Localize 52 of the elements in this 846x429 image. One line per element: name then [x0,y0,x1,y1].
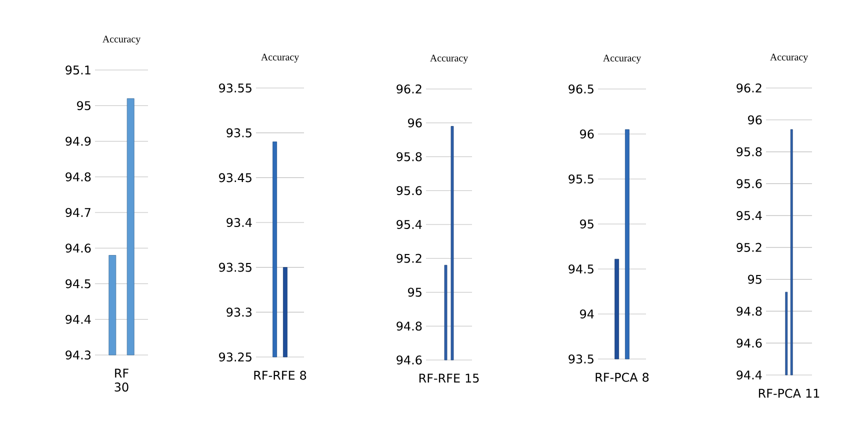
y-tick-label: 94.8 [66,172,91,182]
y-tick-label: 95.6 [396,186,422,196]
y-tick-label: 94.8 [736,306,762,316]
y-tick-label: 94.6 [736,338,762,348]
y-tick-label: 96 [580,129,594,139]
y-tick-label: 95.8 [396,152,422,162]
x-tick-label: RF-PCA 11 [758,388,820,398]
chart-title: Accuracy [430,54,468,64]
y-tick-label: 95 [77,101,90,110]
y-tick-label: 94.3 [66,350,91,360]
y-tick-label: 95 [580,219,594,229]
y-tick-label: 93.35 [219,262,252,272]
y-tick-label: 95.2 [736,242,762,252]
chart-title: Accuracy [770,54,808,63]
y-tick-label: 94.7 [66,208,90,218]
y-tick-label: 93.25 [219,352,252,362]
y-tick-label: 94.5 [568,264,594,274]
x-tick-label: RF-RFE 15 [419,374,479,383]
y-tick-label: 94.8 [396,322,422,331]
y-tick-label: 95.8 [736,147,762,156]
chart-title: Accuracy [603,54,642,64]
y-tick-label: 94.6 [66,244,91,253]
y-tick-label: 94.4 [66,314,91,324]
y-tick-label: 93.5 [226,128,252,138]
y-tick-label: 93.3 [226,308,252,317]
x-tick-label: RF-RFE 8 [254,370,306,380]
y-tick-label: 96.5 [568,84,594,94]
y-tick-label: 95.6 [736,179,762,188]
chart-title: Accuracy [102,36,141,45]
y-tick-label: 95.1 [66,65,90,75]
y-tick-label: 93.4 [226,218,252,228]
chart-title: Accuracy [261,54,300,63]
y-tick-label: 94 [580,309,594,319]
y-tick-label: 93.5 [568,354,594,364]
y-tick-label: 95.4 [396,220,422,230]
y-tick-label: 96.2 [736,83,762,93]
y-tick-label: 95 [748,274,762,284]
y-tick-label: 94.6 [396,355,422,365]
x-tick-label: RF 30 [114,368,128,392]
y-tick-label: 95 [408,288,422,297]
y-tick-label: 93.45 [219,173,252,182]
y-tick-label: 93.55 [219,83,252,93]
y-tick-label: 94.5 [66,279,90,288]
y-tick-label: 95.5 [568,174,594,184]
y-tick-label: 94.9 [66,136,91,146]
y-tick-label: 95.2 [396,254,422,263]
y-tick-label: 96.2 [396,84,422,94]
y-tick-label: 95.4 [736,211,762,220]
y-tick-label: 94.4 [736,370,762,380]
x-tick-label: RF-PCA 8 [596,372,649,382]
y-tick-label: 96 [748,115,762,124]
y-tick-label: 96 [408,118,422,128]
